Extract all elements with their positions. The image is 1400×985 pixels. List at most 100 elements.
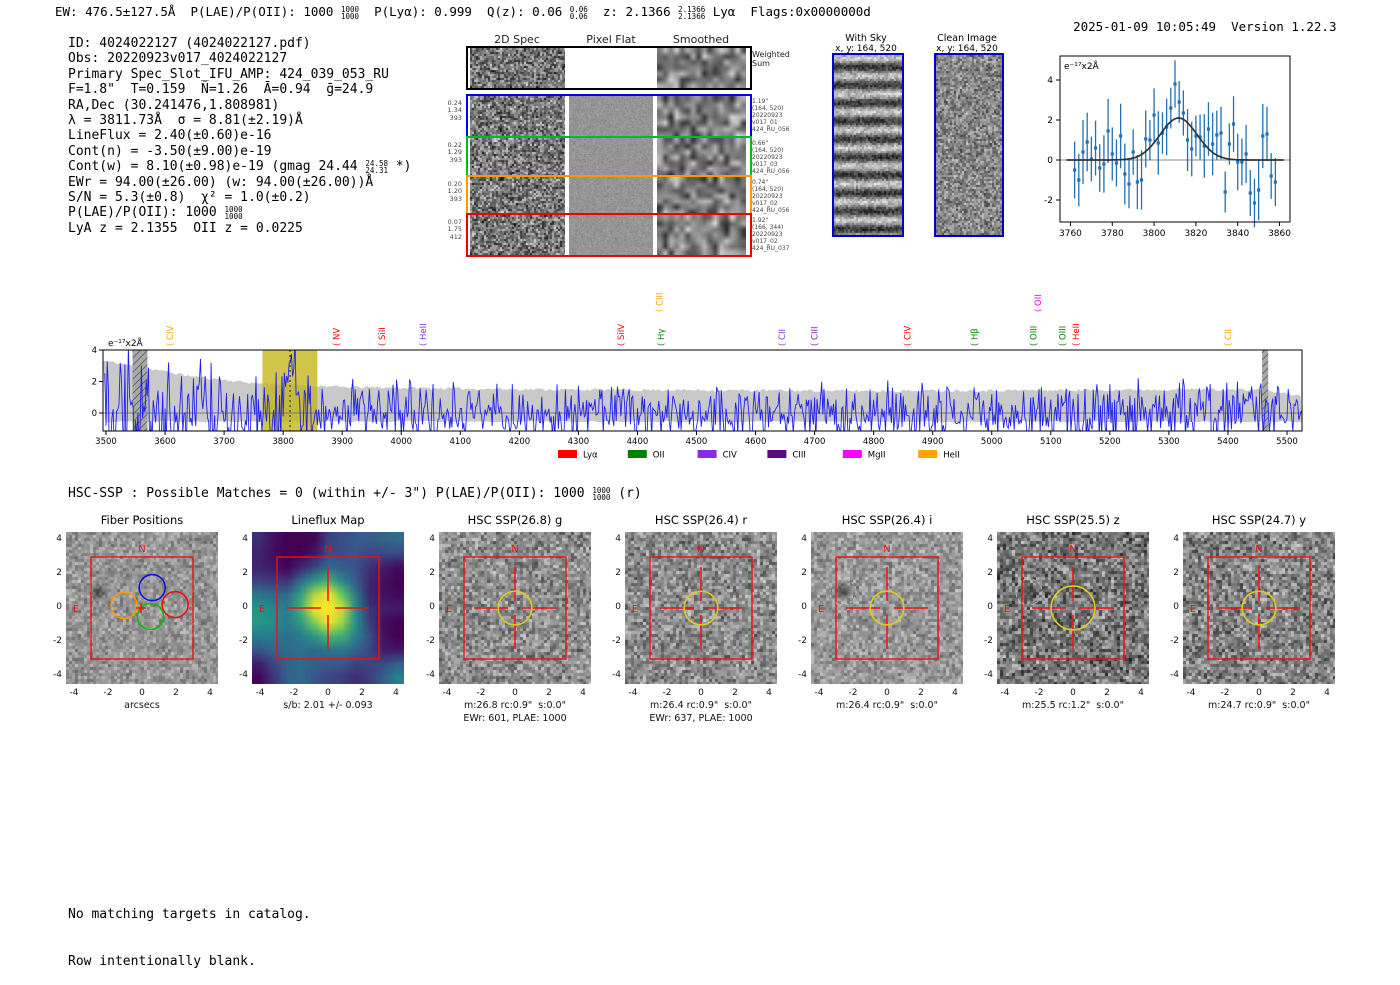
axis-tick-label: 3700: [213, 437, 235, 447]
axis-tick-label: 0: [512, 688, 518, 698]
axis-tick-label: 3800: [272, 437, 294, 447]
axis-tick-label: 4000: [390, 437, 412, 447]
report-version: Version 1.22.3: [1231, 19, 1337, 34]
axis-tick-label: -2: [798, 636, 807, 646]
panel-title: Lineflux Map: [291, 513, 365, 527]
axis-tick-label: 0: [615, 602, 621, 612]
axis-tick-label: 2: [1173, 568, 1179, 578]
axis-tick-label: 2: [429, 568, 435, 578]
compass-east-label: E: [1004, 604, 1010, 615]
spec2d-col-header: Smoothed: [672, 33, 730, 46]
panel-title: Fiber Positions: [100, 513, 184, 527]
line-marker-label: ( HeII: [1072, 323, 1082, 346]
axis-tick-label: 4: [242, 534, 248, 544]
axis-tick-label: 0: [884, 688, 890, 698]
axis-tick-label: 4: [766, 688, 772, 698]
cutout-overlay: NE: [446, 544, 567, 660]
axis-tick-label: 3900: [331, 437, 353, 447]
spec2d-row-right-labels: 1.92" (166, 344) 20220923 v017_02 424_RU_037: [752, 217, 790, 252]
spec2d-cell-image: [569, 215, 653, 255]
panel-caption: m:25.5 rc:1.2" s:0.0": [1022, 700, 1124, 711]
footer-notes: No matching targets in catalog. Row inte…: [68, 876, 311, 985]
stacked-fraction: 1000 1000: [592, 485, 611, 502]
spec2d-cell-image: [657, 177, 746, 215]
compass-north-label: N: [883, 544, 890, 555]
stacked-fraction: 2.1366 2.1366: [678, 4, 706, 21]
cutout-overlay: NE: [632, 544, 753, 660]
spec2d-row: [466, 213, 752, 257]
panel-title: HSC SSP(26.4) r: [654, 513, 748, 527]
cutout-overlay: NE: [259, 544, 380, 660]
axis-tick-label: 5200: [1099, 437, 1121, 447]
line-marker-label: ( Hβ: [971, 328, 981, 346]
compass-east-label: E: [259, 604, 265, 615]
axis-tick-label: 4: [429, 534, 435, 544]
axis-tick-label: 0: [56, 602, 62, 612]
axis-tick-label: 0: [801, 602, 807, 612]
footer-line: No matching targets in catalog.: [68, 907, 311, 922]
info-line: F=1.8" T=0.159 N̄=1.26 Ā=0.94 ḡ=24.9: [68, 82, 374, 98]
spec2d-cell-image: [569, 96, 653, 138]
axis-tick-label: -4: [814, 688, 824, 698]
axis-tick-label: -4: [442, 688, 452, 698]
spec2d-col-header: Pixel Flat: [586, 33, 636, 46]
axis-tick-label: 2: [173, 688, 179, 698]
line-marker-label: ( CIV: [166, 326, 176, 346]
legend-label: MgII: [868, 451, 886, 461]
line-marker-label: ( Hγ: [657, 329, 667, 346]
axis-tick-label: -2: [476, 688, 486, 698]
axis-label: e⁻¹⁷x2Å: [1064, 60, 1100, 72]
axis-tick-label: -2: [103, 688, 113, 698]
info-line: RA,Dec (30.241476,1.808981): [68, 97, 280, 113]
report-datetime: 2025-01-09 10:05:49: [1073, 19, 1217, 34]
footer-line: Row intentionally blank.: [68, 953, 256, 969]
axis-tick-label: 3780: [1101, 229, 1124, 239]
axis-tick-label: 3760: [1059, 229, 1082, 239]
axis-tick-label: 0: [987, 602, 993, 612]
axis-tick-label: 4200: [509, 437, 531, 447]
spec2d-cell-image: [470, 177, 565, 215]
spec2d-cell-image: [657, 96, 746, 138]
cutout-overlay: NE: [1004, 544, 1125, 660]
axis-tick-label: 4: [580, 688, 586, 698]
axis-tick-label: -4: [239, 670, 248, 680]
axis-tick-label: -2: [289, 688, 299, 698]
spec2d-row-left-labels: 0.07 1.75 412: [447, 218, 462, 241]
clean-image-title: Clean Image x, y: 164, 520: [936, 33, 998, 54]
panel-caption: arcsecs: [124, 700, 160, 711]
axis-tick-label: 2: [1290, 688, 1296, 698]
axis-tick-label: -2: [1170, 636, 1179, 646]
axis-tick-label: 0: [1256, 688, 1262, 698]
clean-image: [934, 53, 1004, 237]
axis-tick-label: 4: [393, 688, 399, 698]
stacked-fraction: 1000 1000: [224, 205, 243, 222]
axis-tick-label: -4: [798, 670, 807, 680]
axis-tick-label: 0: [1047, 156, 1053, 166]
panel-caption: m:26.4 rc:0.9" s:0.0": [650, 700, 752, 711]
hsc-match-line: HSC-SSP : Possible Matches = 0 (within +…: [68, 485, 642, 502]
axis-tick-label: -4: [1000, 688, 1010, 698]
axis-tick-label: -4: [628, 688, 638, 698]
header-summary: EW: 476.5±127.5Å P(LAE)/P(OII): 1000 100…: [55, 4, 871, 21]
line-marker-label: ( OIII: [1059, 326, 1069, 346]
line-marker-label: ( HeII: [419, 323, 429, 346]
axis-tick-label: 4: [1138, 688, 1144, 698]
with-sky-title: With Sky x, y: 164, 520: [835, 33, 897, 54]
axis-tick-label: 2: [92, 378, 97, 388]
axis-tick-label: -2: [239, 636, 248, 646]
axis-tick-label: 5400: [1217, 437, 1239, 447]
axis-tick-label: 2: [987, 568, 993, 578]
axis-tick-label: 3840: [1226, 229, 1249, 239]
spec2d-col-header: 2D Spec: [494, 33, 540, 46]
axis-tick-label: 2: [359, 688, 365, 698]
compass-east-label: E: [632, 604, 638, 615]
axis-tick-label: 5500: [1276, 437, 1298, 447]
line-marker-label: ( OIII: [1030, 326, 1040, 346]
axis-tick-label: -4: [255, 688, 265, 698]
axis-tick-label: 4: [615, 534, 621, 544]
axis-tick-label: 4: [1047, 76, 1053, 86]
axis-tick-label: 3500: [95, 437, 117, 447]
info-line: LyA z = 2.1355 OII z = 0.0225: [68, 220, 303, 236]
axis-tick-label: 4300: [568, 437, 590, 447]
axis-tick-label: 3800: [1143, 229, 1166, 239]
